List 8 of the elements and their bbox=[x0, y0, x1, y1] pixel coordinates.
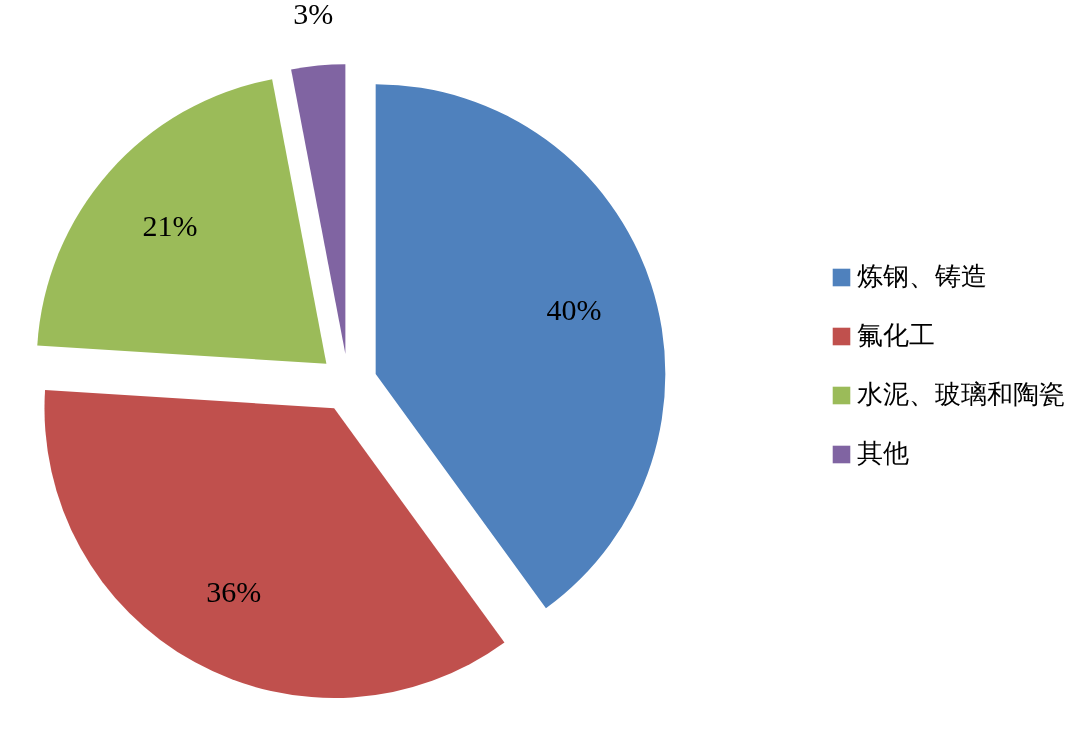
data-label: 40% bbox=[546, 292, 602, 326]
data-label: 3% bbox=[293, 0, 334, 31]
legend-label: 炼钢、铸造 bbox=[857, 260, 987, 293]
legend-label: 氟化工 bbox=[857, 319, 935, 352]
legend-label: 其他 bbox=[857, 437, 909, 470]
data-label: 21% bbox=[142, 209, 198, 243]
legend-label: 水泥、玻璃和陶瓷 bbox=[857, 378, 1065, 411]
data-label: 36% bbox=[206, 574, 262, 608]
